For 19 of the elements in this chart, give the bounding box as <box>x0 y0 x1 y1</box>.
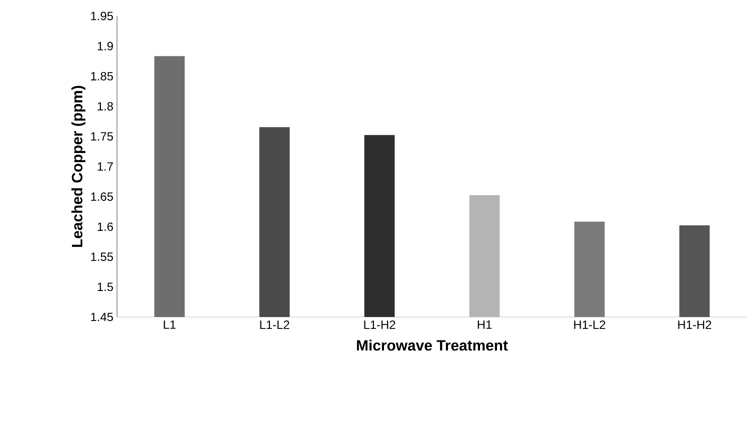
y-axis-title: Leached Copper (ppm) <box>71 86 86 247</box>
y-tick-label: 1.65 <box>91 192 113 201</box>
y-tick-label: 1.95 <box>91 12 113 20</box>
x-tick-label: H1-L2 <box>574 320 606 329</box>
y-tick-label: 1.5 <box>98 282 113 292</box>
y-tick-label: 1.9 <box>98 42 113 50</box>
y-tick-label: 1.6 <box>98 222 113 231</box>
x-tick-label: L1-L2 <box>260 320 290 329</box>
x-tick-label: L1 <box>164 320 176 329</box>
y-tick-label: 1.8 <box>98 102 113 111</box>
y-tick-label: 1.75 <box>91 132 113 141</box>
x-tick-label: L1-H2 <box>364 320 396 329</box>
y-tick-label: 1.45 <box>91 312 113 322</box>
y-tick-label: 1.55 <box>91 252 113 261</box>
y-tick-label: 1.85 <box>91 72 113 80</box>
x-tick-label: H1 <box>478 320 492 329</box>
x-tick-label: H1-H2 <box>678 320 712 329</box>
y-tick-label: 1.7 <box>98 162 113 171</box>
x-axis-title: Microwave Treatment <box>357 340 508 351</box>
